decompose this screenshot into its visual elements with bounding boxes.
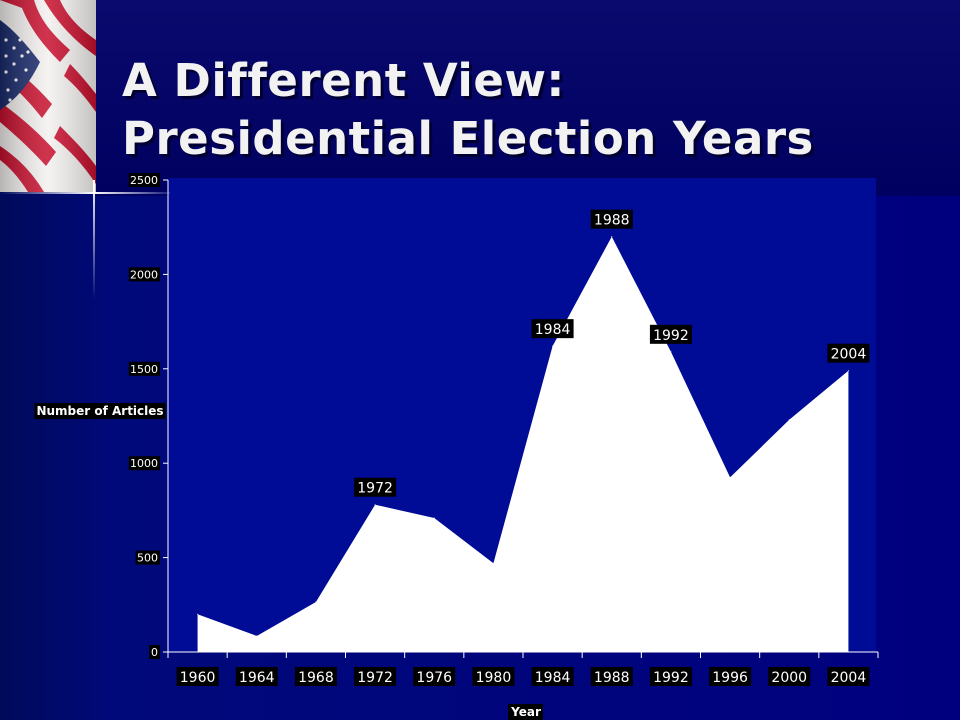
y-tick-label: 2500 bbox=[130, 174, 158, 187]
axis-title-bg bbox=[508, 704, 543, 720]
light-flare-horizontal bbox=[0, 192, 170, 194]
y-tick-bg bbox=[149, 645, 160, 659]
page-title: A Different View: Presidential Election … bbox=[122, 52, 814, 168]
x-tick-bg bbox=[413, 667, 456, 686]
x-tick-bg bbox=[827, 667, 870, 686]
data-label-bg bbox=[590, 209, 633, 229]
data-label-bg bbox=[354, 477, 397, 497]
data-point-1996 bbox=[729, 476, 731, 478]
x-tick-label: 1996 bbox=[712, 670, 748, 686]
x-tick-bg bbox=[768, 667, 811, 686]
x-tick-bg bbox=[472, 667, 515, 686]
y-tick-bg bbox=[128, 267, 160, 282]
y-tick-label: 500 bbox=[137, 552, 158, 565]
title-band bbox=[96, 0, 960, 196]
x-tick-bg bbox=[235, 667, 278, 686]
x-tick-bg bbox=[590, 667, 633, 686]
x-tick-label: 1980 bbox=[476, 670, 512, 686]
y-tick-bg bbox=[128, 361, 160, 376]
data-label-1972: 1972 bbox=[357, 481, 393, 497]
american-flag-icon bbox=[0, 0, 96, 192]
data-point-2004 bbox=[847, 370, 849, 372]
x-tick-label: 2000 bbox=[771, 670, 807, 686]
data-label-2004: 2004 bbox=[831, 347, 867, 363]
axis-title-bg bbox=[34, 403, 166, 419]
title-line-2: Presidential Election Years bbox=[122, 112, 814, 165]
x-axis-title: Year bbox=[510, 705, 541, 719]
title-line-1: A Different View: bbox=[122, 54, 565, 107]
x-tick-label: 1988 bbox=[594, 670, 630, 686]
x-tick-label: 1968 bbox=[298, 670, 334, 686]
x-tick-label: 1976 bbox=[416, 670, 452, 686]
data-point-1976 bbox=[433, 517, 435, 519]
x-tick-label: 1972 bbox=[357, 670, 393, 686]
data-point-1988 bbox=[611, 236, 613, 238]
y-tick-bg bbox=[128, 456, 160, 471]
data-point-1964 bbox=[256, 635, 258, 637]
data-label-1984: 1984 bbox=[535, 322, 571, 338]
data-point-1984 bbox=[552, 345, 554, 347]
x-tick-label: 2004 bbox=[831, 670, 867, 686]
y-tick-label: 0 bbox=[151, 646, 158, 659]
x-tick-label: 1984 bbox=[535, 670, 571, 686]
x-tick-bg bbox=[531, 667, 574, 686]
y-tick-label: 1500 bbox=[130, 363, 158, 376]
light-flare-vertical bbox=[93, 180, 95, 300]
data-label-bg bbox=[649, 324, 692, 344]
data-label-bg bbox=[827, 343, 870, 363]
x-tick-bg bbox=[294, 667, 337, 686]
y-axis-title: Number of Articles bbox=[36, 404, 163, 418]
data-label-1988: 1988 bbox=[594, 213, 630, 229]
data-point-1968 bbox=[315, 601, 317, 603]
data-label-1992: 1992 bbox=[653, 328, 689, 344]
data-point-1960 bbox=[197, 613, 199, 615]
x-tick-label: 1992 bbox=[653, 670, 689, 686]
data-point-1980 bbox=[492, 562, 494, 564]
x-tick-bg bbox=[176, 667, 219, 686]
data-point-2000 bbox=[788, 419, 790, 421]
x-tick-bg bbox=[649, 667, 692, 686]
x-tick-bg bbox=[354, 667, 397, 686]
x-tick-label: 1960 bbox=[180, 670, 216, 686]
data-point-1992 bbox=[670, 351, 672, 353]
y-tick-bg bbox=[135, 550, 160, 565]
y-tick-label: 1000 bbox=[130, 457, 158, 470]
series-area bbox=[197, 236, 849, 652]
y-tick-bg bbox=[128, 173, 160, 187]
data-point-1972 bbox=[374, 504, 376, 506]
y-tick-label: 2000 bbox=[130, 268, 158, 281]
x-tick-bg bbox=[709, 667, 752, 686]
x-tick-label: 1964 bbox=[239, 670, 275, 686]
data-label-bg bbox=[531, 319, 574, 339]
